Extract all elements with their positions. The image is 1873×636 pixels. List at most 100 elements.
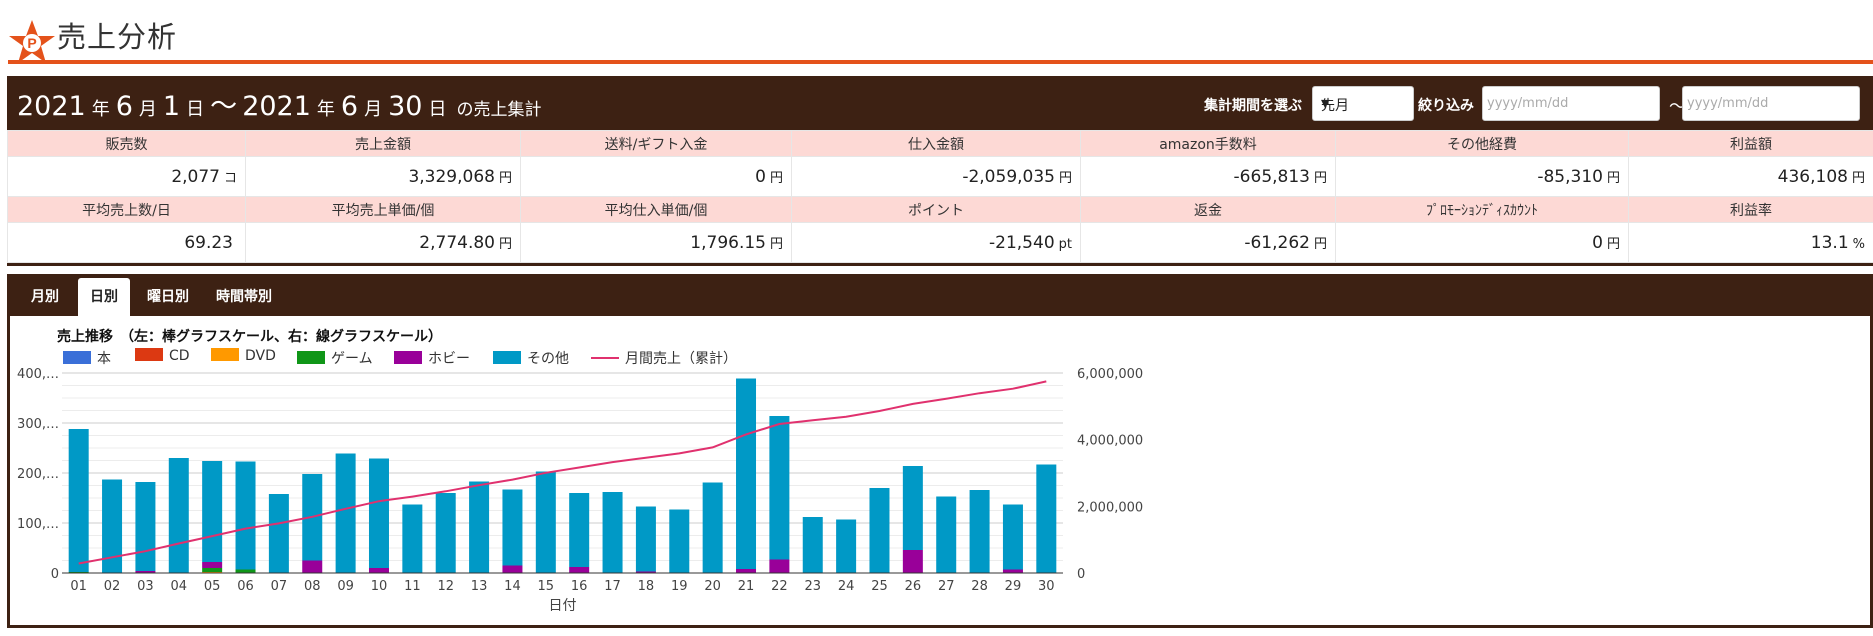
unit: 円 xyxy=(769,236,783,252)
avg-unit-price-value: 2,774.80 xyxy=(419,232,495,253)
filter-label: 絞り込み xyxy=(1418,98,1474,114)
bar-segment xyxy=(135,482,156,571)
legend-swatch xyxy=(63,351,91,364)
sales-amount-value: 3,329,068 xyxy=(408,166,495,187)
x-tick-label: 22 xyxy=(771,579,788,594)
bar-segment xyxy=(569,493,590,567)
stats-value-row: 69.23 2,774.80 円 1,796.15 円 -21,540 pt -61,… xyxy=(7,222,1873,263)
x-tick-label: 07 xyxy=(271,579,288,594)
bar-segment xyxy=(302,560,323,573)
bar-segment xyxy=(368,568,389,573)
legend-label: DVD xyxy=(245,348,276,364)
avg-purchase-price-value: 1,796.15 xyxy=(690,232,766,253)
bar-segment xyxy=(268,494,289,573)
bar-segment xyxy=(635,506,656,572)
bar-segment xyxy=(902,550,923,573)
legend-item[interactable]: その他 xyxy=(493,348,569,368)
bar-segment xyxy=(535,471,556,573)
bar-segment xyxy=(1002,569,1023,573)
x-tick-label: 19 xyxy=(671,579,688,594)
stat-header: 送料/ギフト入金 xyxy=(520,130,792,157)
legend-item[interactable]: CD xyxy=(135,348,190,364)
end-month: 6 xyxy=(340,91,359,122)
y2-tick-label: 4,000,000 xyxy=(1077,434,1143,449)
x-tick-label: 06 xyxy=(237,579,254,594)
x-tick-label: 16 xyxy=(571,579,588,594)
end-day: 30 xyxy=(388,91,423,122)
x-tick-label: 14 xyxy=(504,579,521,594)
stat-header: 販売数 xyxy=(7,130,246,157)
bar-segment xyxy=(502,565,523,573)
unit: 円 xyxy=(1313,170,1327,186)
stat-header: 返金 xyxy=(1080,196,1336,223)
stat-header: 平均売上単価/個 xyxy=(245,196,521,223)
legend-label: その他 xyxy=(527,351,569,367)
amazon-fee-value: -665,813 xyxy=(1233,166,1310,187)
date-range-heading: 2021 年 6 月 1 日～ 2021 年 6 月 30 日の売上集計 xyxy=(17,84,541,123)
x-tick-label: 15 xyxy=(538,579,555,594)
x-tick-label: 24 xyxy=(838,579,855,594)
bar-segment xyxy=(802,517,823,573)
stat-header: 売上金額 xyxy=(245,130,521,157)
bar-segment xyxy=(435,493,456,573)
tab-weekday[interactable]: 曜日別 xyxy=(147,289,189,305)
legend-swatch xyxy=(135,348,163,361)
bar-segment xyxy=(202,461,223,562)
x-tick-label: 23 xyxy=(804,579,821,594)
stat-value-cell: 1,796.15 円 xyxy=(520,222,792,263)
legend-item[interactable]: ホビー xyxy=(394,348,470,368)
stats-header-row: 販売数 売上金額 送料/ギフト入金 仕入金額 amazon手数料 その他経費 利… xyxy=(7,130,1873,157)
x-tick-label: 09 xyxy=(337,579,354,594)
legend-item[interactable]: 月間売上（累計） xyxy=(591,348,737,368)
chart-title: 売上推移 （左：棒グラフスケール、右：線グラフスケール） xyxy=(57,329,442,345)
legend-swatch xyxy=(394,351,422,364)
stat-header: 平均仕入単価/個 xyxy=(520,196,792,223)
stat-value-cell: -61,262 円 xyxy=(1080,222,1336,263)
period-select[interactable]: 先月 ▼ xyxy=(1312,86,1414,121)
year-label: 年 xyxy=(91,99,110,120)
y-tick-label: 200,… xyxy=(17,467,59,482)
bar-segment xyxy=(168,458,189,573)
bar-segment xyxy=(969,490,990,573)
unit: pt xyxy=(1058,236,1072,252)
bar-segment xyxy=(902,466,923,550)
month-label: 月 xyxy=(138,99,157,120)
legend-item[interactable]: ゲーム xyxy=(297,348,373,368)
unit: 円 xyxy=(1606,170,1620,186)
legend-label: ゲーム xyxy=(331,351,373,367)
bar-segment xyxy=(836,519,857,573)
legend-swatch xyxy=(211,348,239,361)
legend-item[interactable]: 本 xyxy=(63,348,111,368)
x-tick-label: 01 xyxy=(70,579,87,594)
bar-segment xyxy=(635,571,656,573)
bar-segment xyxy=(135,571,156,573)
title-rule xyxy=(8,60,1873,64)
end-year: 2021 xyxy=(242,91,311,122)
x-tick-label: 30 xyxy=(1038,579,1055,594)
x-tick-label: 12 xyxy=(437,579,454,594)
tab-daily[interactable]: 日別 xyxy=(78,278,130,316)
period-select-value: 先月 xyxy=(1321,98,1349,114)
y-tick-label: 100,… xyxy=(17,517,59,532)
tab-monthly[interactable]: 月別 xyxy=(31,289,59,305)
y-tick-label: 300,… xyxy=(17,417,59,432)
x-tick-label: 04 xyxy=(171,579,188,594)
stat-value-cell: -21,540 pt xyxy=(791,222,1081,263)
x-tick-label: 27 xyxy=(938,579,955,594)
tab-hourly[interactable]: 時間帯別 xyxy=(216,289,272,305)
bar-segment xyxy=(936,496,957,573)
stat-header: 利益額 xyxy=(1628,130,1873,157)
legend-label: ホビー xyxy=(428,351,470,367)
bar-segment xyxy=(202,568,223,572)
legend-item[interactable]: DVD xyxy=(211,348,276,364)
stat-header: 利益率 xyxy=(1628,196,1873,223)
bar-segment xyxy=(736,378,757,569)
to-date-input[interactable]: yyyy/mm/dd xyxy=(1682,86,1860,121)
range-suffix: の売上集計 xyxy=(456,100,542,120)
unit: 円 xyxy=(1313,236,1327,252)
unit: % xyxy=(1852,236,1865,252)
from-date-input[interactable]: yyyy/mm/dd xyxy=(1482,86,1660,121)
y2-tick-label: 2,000,000 xyxy=(1077,500,1143,515)
bar-segment xyxy=(235,461,256,570)
